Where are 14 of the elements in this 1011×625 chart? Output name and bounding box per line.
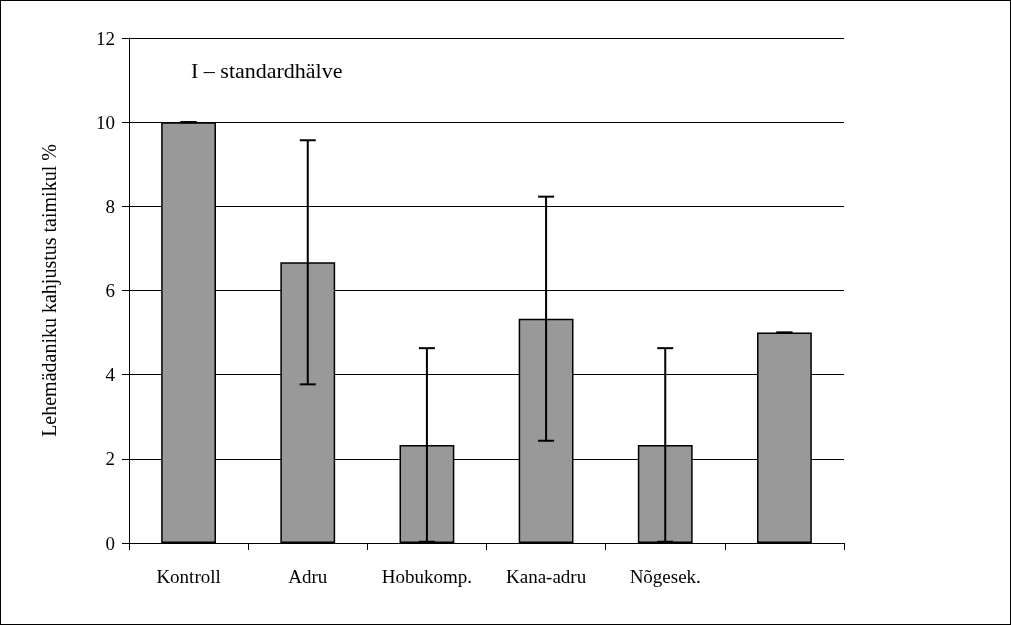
y-tick-label: 2 bbox=[105, 448, 115, 470]
x-tick-label: Adru bbox=[288, 566, 328, 587]
y-tick-label: 0 bbox=[105, 532, 115, 554]
y-tick-label: 8 bbox=[105, 195, 115, 217]
annotation: I – standardhälve bbox=[191, 57, 343, 83]
x-tick-label: Kana-adru bbox=[505, 566, 587, 587]
y-tick-label: 12 bbox=[96, 27, 115, 49]
y-tick-label: 6 bbox=[105, 280, 115, 301]
x-tick-label: Nõgesek. bbox=[629, 566, 701, 587]
y-axis-title: Lehemädaniku kahjustus taimikul % bbox=[38, 144, 61, 437]
y-tick-label: 10 bbox=[96, 111, 115, 133]
x-tick-label: Kontroll bbox=[156, 566, 221, 587]
x-tick-label: Hobukomp. bbox=[381, 566, 473, 587]
y-tick-label: 4 bbox=[105, 364, 116, 386]
